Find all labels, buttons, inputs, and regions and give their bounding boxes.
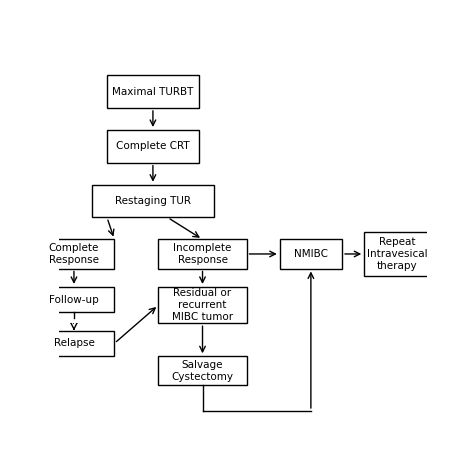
Bar (280, 239, 342, 269)
Text: Repeat
Intravesical
therapy: Repeat Intravesical therapy (367, 237, 428, 271)
Bar (34, 331, 114, 356)
Text: Residual or
recurrent
MIBC tumor: Residual or recurrent MIBC tumor (172, 289, 233, 322)
Bar (158, 356, 246, 385)
Bar (158, 287, 246, 323)
Text: Follow-up: Follow-up (49, 295, 99, 305)
Text: Maximal TURBT: Maximal TURBT (112, 87, 193, 97)
Bar (92, 184, 213, 218)
Text: Complete
Response: Complete Response (49, 243, 99, 265)
Bar (34, 287, 114, 312)
Text: Relapse: Relapse (54, 338, 94, 348)
Bar (107, 130, 199, 163)
Bar (364, 232, 430, 276)
Bar (107, 75, 199, 108)
Text: Complete CRT: Complete CRT (116, 141, 190, 151)
Text: ...: ... (69, 317, 79, 327)
Bar (34, 239, 114, 269)
Bar (158, 239, 246, 269)
Text: NMIBC: NMIBC (294, 249, 328, 259)
Text: Incomplete
Response: Incomplete Response (173, 243, 232, 265)
Text: Salvage
Cystectomy: Salvage Cystectomy (172, 360, 234, 382)
Text: Restaging TUR: Restaging TUR (115, 196, 191, 206)
